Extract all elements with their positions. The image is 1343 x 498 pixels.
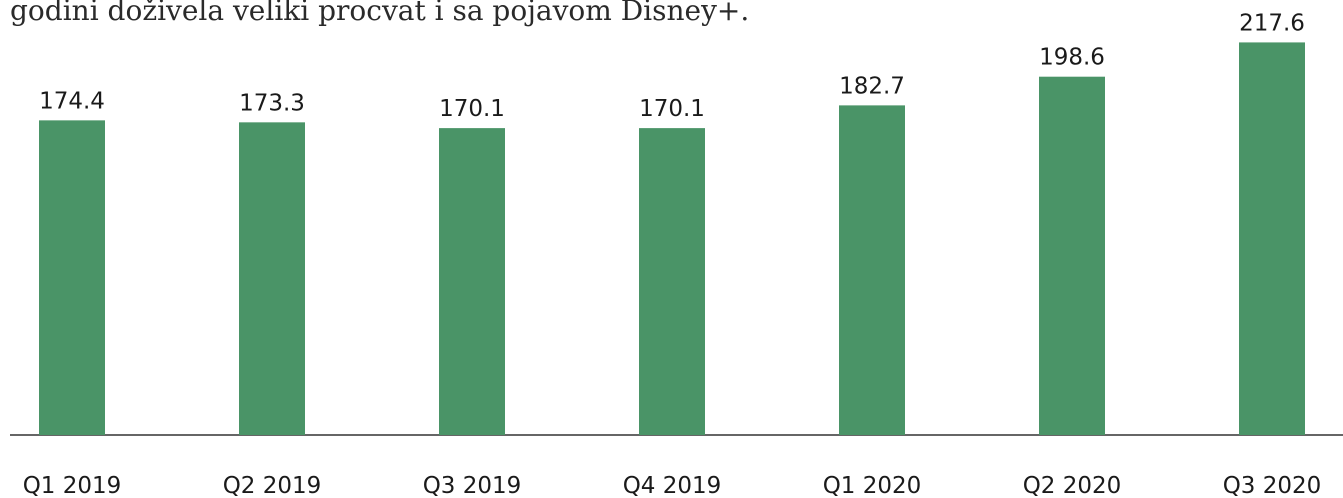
- value-label: 170.1: [439, 96, 505, 122]
- bar: [39, 120, 105, 435]
- x-tick-label: Q1 2020: [823, 473, 922, 498]
- bar: [439, 128, 505, 435]
- x-tick-label: Q3 2019: [423, 473, 522, 498]
- bar: [1239, 42, 1305, 436]
- x-tick-label: Q3 2020: [1223, 473, 1322, 498]
- bar: [839, 105, 905, 435]
- value-label: 182.7: [839, 73, 905, 99]
- value-label: 174.4: [39, 88, 105, 114]
- value-label: 198.6: [1039, 45, 1105, 71]
- value-label: 170.1: [639, 96, 705, 122]
- x-tick-label: Q1 2019: [23, 473, 122, 498]
- x-tick-label: Q4 2019: [623, 473, 722, 498]
- bar: [639, 128, 705, 435]
- bar: [1039, 76, 1105, 435]
- value-label: 217.6: [1239, 10, 1305, 36]
- x-tick-label: Q2 2020: [1023, 473, 1122, 498]
- chart-subtitle: godini doživela veliki procvat i sa poja…: [10, 0, 749, 27]
- value-label: 173.3: [239, 90, 305, 116]
- bar: [239, 122, 305, 435]
- x-tick-label: Q2 2019: [223, 473, 322, 498]
